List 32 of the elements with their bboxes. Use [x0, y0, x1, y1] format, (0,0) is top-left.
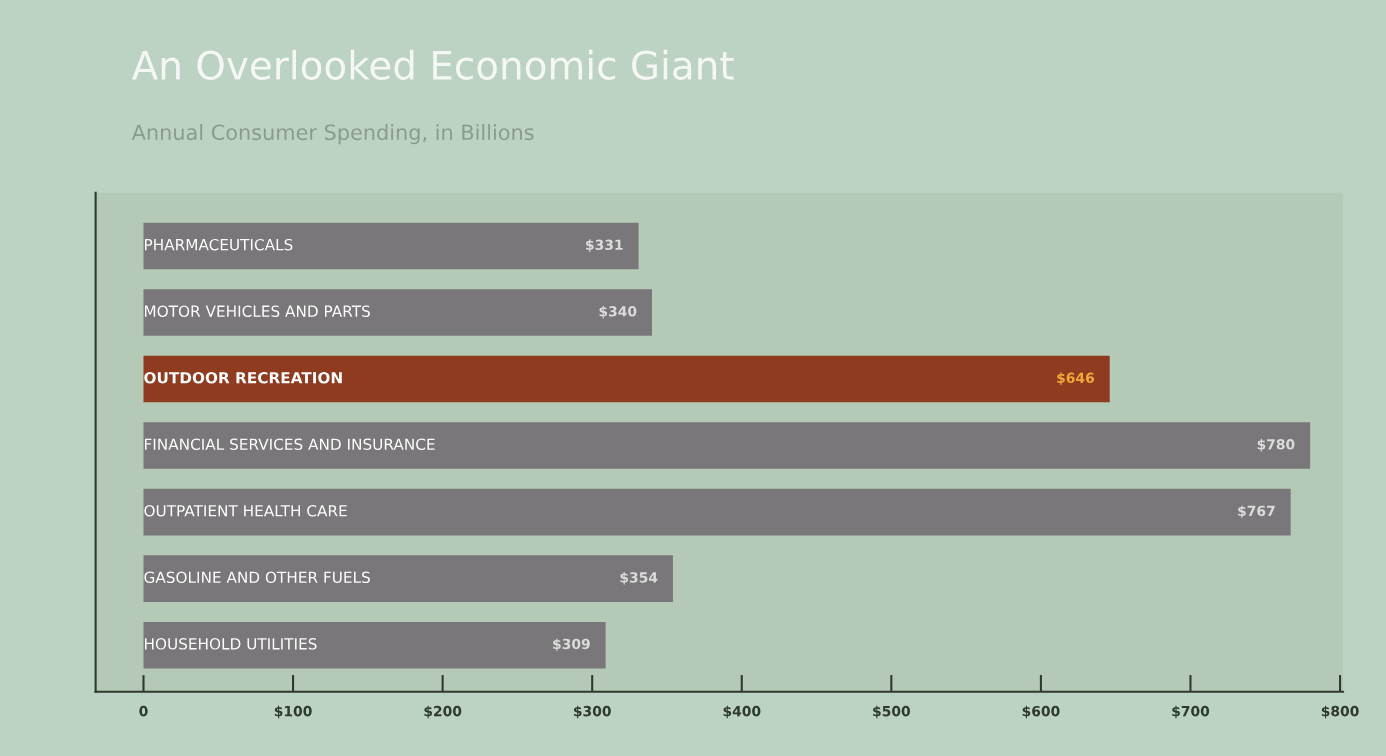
chart-subtitle: Annual Consumer Spending, in Billions: [131, 124, 534, 145]
bar: [143, 289, 653, 336]
data-label: $340: [599, 305, 637, 319]
data-label: $646: [1057, 372, 1094, 385]
y-tick-label: PHARMACEUTICALS: [145, 238, 293, 251]
x-tick-label: $100: [274, 705, 312, 719]
y-tick-label: GASOLINE AND OTHER FUELS: [144, 571, 370, 584]
bar: [143, 621, 606, 669]
bar: [143, 422, 1311, 469]
y-tick-label: MOTOR VEHICLES AND PARTS: [145, 305, 370, 317]
bar: [143, 355, 1110, 403]
x-tick-label: $500: [873, 705, 910, 719]
y-tick-label: OUTPATIENT HEALTH CARE: [144, 504, 347, 517]
x-tick-label: $400: [723, 705, 761, 719]
x-tick-label: $600: [1022, 705, 1060, 719]
bar: [143, 555, 673, 602]
data-label: $354: [620, 571, 658, 585]
x-tick-label: $700: [1172, 705, 1210, 719]
x-tick-label: 0: [139, 705, 148, 717]
x-tick-label: $800: [1321, 705, 1359, 719]
chart-title: An Overlooked Economic Giant: [131, 49, 734, 80]
data-label: $309: [553, 638, 590, 652]
y-tick-label: HOUSEHOLD UTILITIES: [145, 638, 317, 650]
x-tick-label: $300: [573, 705, 611, 719]
data-label: $780: [1257, 438, 1295, 452]
x-tick-label: $200: [424, 705, 462, 719]
y-tick-label: FINANCIAL SERVICES AND INSURANCE: [145, 438, 435, 451]
y-tick-label: OUTDOOR RECREATION: [144, 371, 342, 384]
bar: [143, 488, 1291, 536]
bar: [143, 222, 639, 270]
data-label: $767: [1238, 505, 1275, 518]
data-label: $331: [586, 239, 623, 252]
